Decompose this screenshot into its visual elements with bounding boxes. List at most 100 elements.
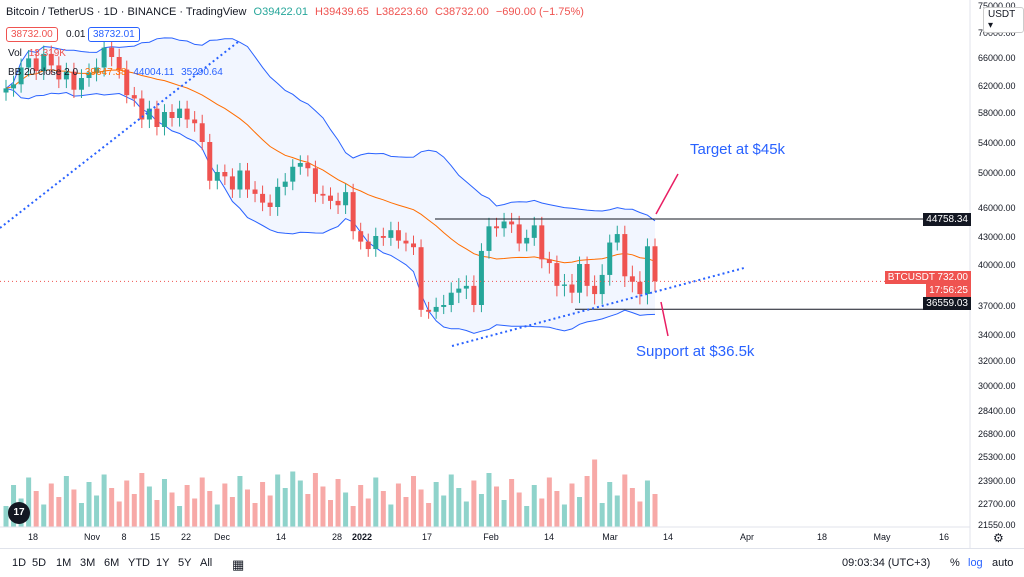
ohlc-open: O39422.01: [253, 6, 308, 18]
price-chart[interactable]: 75000.00 70000.00 66000.00 62000.00 58000.00…: [0, 0, 1024, 548]
timeframe-5y[interactable]: 5Y: [178, 557, 192, 569]
volume-bar: [629, 488, 635, 527]
candle-body: [3, 88, 9, 93]
ohlc-change: −690.00 (−1.75%): [495, 6, 584, 18]
volume-bar: [48, 483, 54, 527]
candle-body: [312, 168, 318, 194]
volume-bar: [71, 489, 77, 527]
timeframe-1m[interactable]: 1M: [56, 557, 72, 569]
y-tick-label: 28400.00: [978, 406, 1016, 416]
volume-bar: [33, 491, 39, 527]
candle-body: [335, 200, 341, 206]
volume-bar: [282, 488, 288, 527]
volume-bar: [380, 491, 386, 527]
candle-body: [426, 309, 432, 312]
sell-button[interactable]: 38732.00: [6, 27, 58, 42]
auto-toggle[interactable]: auto: [992, 557, 1014, 569]
buy-button[interactable]: 38732.01: [88, 27, 140, 42]
y-tick-label: 25300.00: [978, 452, 1016, 462]
volume-bar: [41, 504, 47, 527]
candle-body: [569, 284, 575, 293]
timeframe-1d[interactable]: 1D: [12, 557, 27, 569]
candle-body: [252, 189, 258, 194]
y-tick-label: 26800.00: [978, 429, 1016, 439]
timeframe-5d[interactable]: 5D: [32, 557, 47, 569]
candle-body: [86, 72, 92, 78]
y-tick-label: 34000.00: [978, 330, 1016, 340]
y-tick-label: 22700.00: [978, 499, 1016, 509]
volume-bar: [524, 506, 530, 527]
candle-body: [124, 69, 130, 96]
chart-header: Bitcoin / TetherUS · 1D · BINANCE · Trad…: [6, 6, 588, 18]
currency-select[interactable]: USDT ▾: [983, 7, 1024, 33]
candle-body: [516, 224, 522, 244]
percent-toggle[interactable]: %: [950, 557, 960, 569]
y-tick-label: 30000.00: [978, 381, 1016, 391]
candle-body: [260, 193, 266, 203]
candle-body: [11, 84, 17, 89]
x-tick-label: 14: [276, 532, 286, 542]
candle-body: [229, 176, 235, 190]
timeframe-3m[interactable]: 3M: [80, 557, 96, 569]
volume-bar: [350, 506, 356, 527]
timeframe-ytd[interactable]: YTD: [128, 557, 150, 569]
symbol-title[interactable]: Bitcoin / TetherUS · 1D · BINANCE · Trad…: [6, 6, 247, 18]
volume-bar: [267, 495, 273, 527]
volume-bar: [599, 503, 605, 527]
volume-bar: [131, 494, 137, 527]
x-tick-label: 15: [150, 532, 160, 542]
axes: 75000.00 70000.00 66000.00 62000.00 58000.00…: [0, 0, 1016, 548]
y-tick-label: 75000.00: [978, 1, 1016, 11]
x-tick-label: Mar: [602, 532, 618, 542]
volume-bars: [3, 459, 658, 527]
clock-readout[interactable]: 09:03:34 (UTC+3): [842, 557, 931, 569]
x-tick-label: 16: [939, 532, 949, 542]
volume-bar: [312, 473, 318, 527]
candle-body: [395, 230, 401, 241]
x-tick-label: 28: [332, 532, 342, 542]
volume-bar: [86, 482, 92, 527]
x-tick-label: 2022: [352, 532, 372, 542]
volume-bar: [184, 485, 190, 527]
bollinger-bands: [5, 37, 656, 334]
candle-body: [177, 108, 183, 118]
target-price-tag: 44758.34: [923, 213, 971, 226]
volume-bar: [56, 497, 62, 527]
candle-body: [441, 305, 447, 307]
candle-body: [71, 71, 77, 90]
volume-bar: [260, 482, 266, 527]
x-tick-label: May: [873, 532, 891, 542]
timeframe-1y[interactable]: 1Y: [156, 557, 170, 569]
timeframe-all[interactable]: All: [200, 557, 213, 569]
candle-body: [509, 221, 515, 225]
candle-body: [448, 292, 454, 305]
candle-body: [18, 67, 24, 85]
candle-body: [380, 236, 386, 238]
x-tick-label: 18: [28, 532, 38, 542]
volume-bar: [124, 480, 130, 527]
candle-body: [411, 243, 417, 248]
volume-bar: [486, 473, 492, 527]
y-tick-label: 43000.00: [978, 232, 1016, 242]
candle-body: [531, 225, 537, 238]
volume-bar: [335, 479, 341, 527]
volume-bar: [101, 474, 107, 527]
candle-body: [131, 95, 137, 99]
candle-body: [644, 246, 650, 295]
volume-bar: [448, 474, 454, 527]
candle-body: [214, 172, 220, 181]
y-tick-label: 62000.00: [978, 81, 1016, 91]
volume-bar: [161, 479, 167, 527]
log-toggle[interactable]: log: [968, 557, 983, 569]
volume-bar: [403, 497, 409, 527]
x-tick-label: 14: [663, 532, 673, 542]
settings-gear-icon[interactable]: ⚙: [993, 531, 1004, 545]
volume-bar: [275, 474, 281, 527]
volume-bar: [441, 495, 447, 527]
timeframe-6m[interactable]: 6M: [104, 557, 120, 569]
volume-legend: Vol 13.319K: [8, 48, 66, 59]
candle-body: [222, 172, 228, 177]
volume-bar: [516, 492, 522, 527]
calendar-icon[interactable]: ▦: [232, 557, 245, 572]
candle-body: [373, 236, 379, 250]
